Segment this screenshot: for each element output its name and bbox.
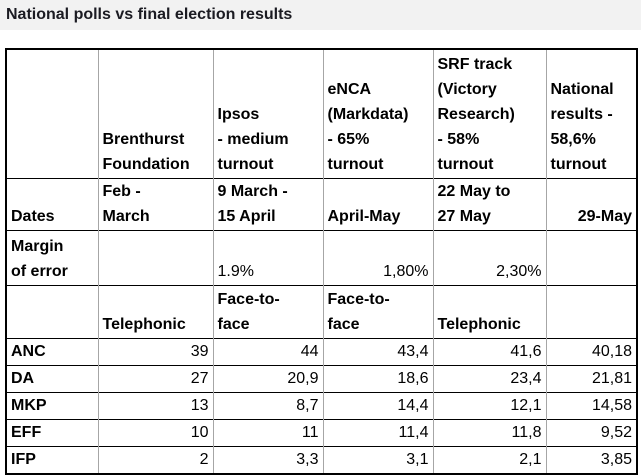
row-header: MKP xyxy=(6,391,98,419)
row-header: Dates xyxy=(6,177,98,230)
value-cell: 29-May xyxy=(545,177,637,230)
value-cell: 12,1 xyxy=(432,391,546,419)
value-cell: 1,80% xyxy=(322,229,433,285)
value-cell: 14,58 xyxy=(545,391,637,419)
table-row: Dates Feb - March 9 March - 15 April Apr… xyxy=(6,177,637,230)
value-cell: 43,4 xyxy=(322,337,433,365)
value-cell: April-May xyxy=(322,177,433,230)
value-cell: 40,18 xyxy=(545,337,637,365)
value-cell: Telephonic xyxy=(97,284,213,338)
value-cell: 23,4 xyxy=(432,364,546,392)
value-cell: 2 xyxy=(97,445,213,474)
value-cell: 2,30% xyxy=(432,229,546,285)
value-cell: 39 xyxy=(97,337,213,365)
value-cell: Feb - March xyxy=(97,177,213,230)
value-cell: 11 xyxy=(212,418,323,446)
value-cell: 1.9% xyxy=(212,229,323,285)
row-header: ANC xyxy=(6,337,98,365)
value-cell: 41,6 xyxy=(432,337,546,365)
value-cell: 3,1 xyxy=(322,445,433,474)
value-cell: 3,85 xyxy=(545,445,637,474)
column-header: SRF track (Victory Research) - 58% turno… xyxy=(432,49,546,178)
value-cell: 14,4 xyxy=(322,391,433,419)
polls-table: Brenthurst Foundation Ipsos - medium tur… xyxy=(5,48,638,475)
value-cell: 11,4 xyxy=(322,418,433,446)
table-row: Margin of error 1.9% 1,80% 2,30% xyxy=(6,229,637,285)
value-cell: 3,3 xyxy=(212,445,323,474)
row-header: IFP xyxy=(6,445,98,474)
title-bar: National polls vs final election results xyxy=(0,0,641,30)
table-row: MKP 13 8,7 14,4 12,1 14,58 xyxy=(6,391,637,419)
value-cell: 2,1 xyxy=(432,445,546,474)
value-cell: 20,9 xyxy=(212,364,323,392)
table-row: DA 27 20,9 18,6 23,4 21,81 xyxy=(6,364,637,392)
value-cell: Face-to- face xyxy=(322,284,433,338)
table-row: Brenthurst Foundation Ipsos - medium tur… xyxy=(6,49,637,178)
value-cell: 8,7 xyxy=(212,391,323,419)
row-header: EFF xyxy=(6,418,98,446)
value-cell xyxy=(545,284,637,338)
value-cell xyxy=(545,229,637,285)
page-title: National polls vs final election results xyxy=(6,6,293,23)
table-row: EFF 10 11 11,4 11,8 9,52 xyxy=(6,418,637,446)
column-header: Ipsos - medium turnout xyxy=(212,49,323,178)
value-cell: 18,6 xyxy=(322,364,433,392)
value-cell: 10 xyxy=(97,418,213,446)
table-row: Telephonic Face-to- face Face-to- face T… xyxy=(6,284,637,338)
value-cell: 44 xyxy=(212,337,323,365)
value-cell xyxy=(97,229,213,285)
value-cell: 9,52 xyxy=(545,418,637,446)
row-header: Margin of error xyxy=(6,229,98,285)
value-cell: Telephonic xyxy=(432,284,546,338)
row-header: DA xyxy=(6,364,98,392)
value-cell: 21,81 xyxy=(545,364,637,392)
value-cell: 13 xyxy=(97,391,213,419)
value-cell: 22 May to 27 May xyxy=(432,177,546,230)
table-row: ANC 39 44 43,4 41,6 40,18 xyxy=(6,337,637,365)
value-cell: 27 xyxy=(97,364,213,392)
column-header xyxy=(6,49,98,178)
value-cell: Face-to- face xyxy=(212,284,323,338)
column-header: eNCA (Markdata) - 65% turnout xyxy=(322,49,433,178)
row-header xyxy=(6,284,98,338)
value-cell: 9 March - 15 April xyxy=(212,177,323,230)
table-row: IFP 2 3,3 3,1 2,1 3,85 xyxy=(6,445,637,474)
column-header: National results - 58,6% turnout xyxy=(545,49,637,178)
value-cell: 11,8 xyxy=(432,418,546,446)
column-header: Brenthurst Foundation xyxy=(97,49,213,178)
